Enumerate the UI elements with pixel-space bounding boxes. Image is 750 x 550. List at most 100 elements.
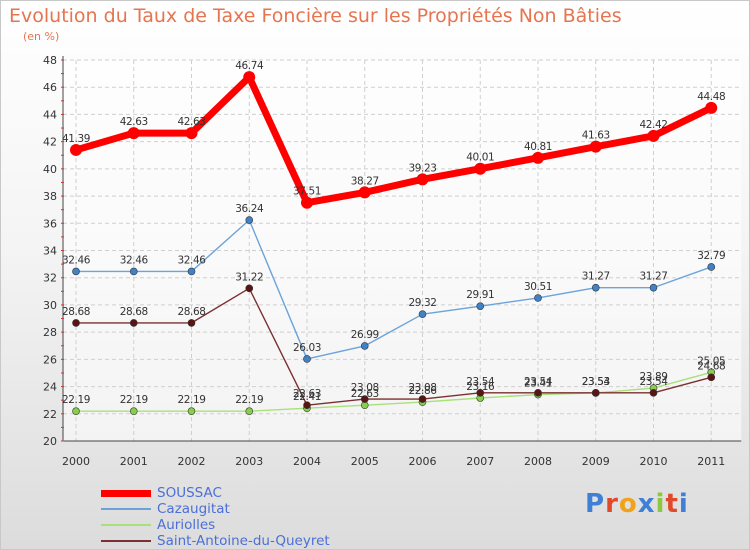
data-label: 23.54 xyxy=(582,376,611,388)
data-label: 28.68 xyxy=(62,306,90,318)
x-tick-label: 2003 xyxy=(235,455,263,468)
data-point xyxy=(534,389,542,397)
data-label: 38.27 xyxy=(351,175,379,187)
data-point xyxy=(127,127,140,140)
data-point xyxy=(705,101,718,114)
data-point xyxy=(534,294,542,302)
data-label: 32.79 xyxy=(697,250,725,262)
y-tick-label: 46 xyxy=(43,81,57,94)
data-label: 31.22 xyxy=(235,271,263,283)
legend-label: Auriolles xyxy=(157,517,216,533)
legend-item: Cazaugitat xyxy=(101,501,330,517)
y-tick-label: 36 xyxy=(43,217,57,230)
data-label: 22.19 xyxy=(235,394,263,406)
logo-letter: i xyxy=(678,489,689,519)
y-tick-label: 32 xyxy=(43,272,57,285)
data-label: 23.89 xyxy=(639,371,667,383)
data-label: 31.27 xyxy=(582,271,610,283)
data-label: 40.81 xyxy=(524,141,552,153)
data-label: 23.08 xyxy=(351,382,379,394)
data-point xyxy=(72,319,80,327)
data-label: 46.74 xyxy=(235,60,264,72)
x-tick-label: 2006 xyxy=(409,455,437,468)
y-tick-label: 38 xyxy=(43,190,57,203)
proxiti-logo: Proxiti xyxy=(585,489,689,519)
data-label: 23.53 xyxy=(582,376,610,388)
data-label: 28.68 xyxy=(177,306,205,318)
data-point xyxy=(245,284,254,293)
legend-swatch xyxy=(101,540,151,542)
y-tick-label: 26 xyxy=(43,353,57,366)
x-tick-label: 2010 xyxy=(640,455,668,468)
data-label: 26.99 xyxy=(351,329,379,341)
data-point xyxy=(129,267,138,276)
y-tick-label: 34 xyxy=(43,245,57,258)
data-label: 42.63 xyxy=(120,116,148,128)
data-point xyxy=(649,389,658,397)
x-tick-label: 2007 xyxy=(466,455,494,468)
data-label: 29.91 xyxy=(466,289,494,301)
legend-swatch xyxy=(101,489,151,497)
logo-letter: P xyxy=(585,489,606,519)
data-label: 41.39 xyxy=(62,133,90,145)
y-tick-label: 44 xyxy=(43,108,57,121)
data-point xyxy=(70,143,82,156)
y-tick-label: 48 xyxy=(43,54,57,67)
data-label: 23.54 xyxy=(639,376,668,388)
data-label: 22.19 xyxy=(177,394,205,406)
data-label: 41.63 xyxy=(582,130,610,142)
x-tick-label: 2011 xyxy=(697,455,725,468)
x-tick-label: 2004 xyxy=(293,455,321,468)
data-point xyxy=(707,373,716,382)
data-point xyxy=(185,127,198,140)
data-label: 26.03 xyxy=(293,342,321,354)
data-point xyxy=(187,267,196,276)
y-tick-label: 30 xyxy=(43,299,57,312)
logo-letter: i xyxy=(655,489,666,519)
y-tick-label: 42 xyxy=(43,136,57,149)
y-tick-label: 28 xyxy=(43,326,57,339)
logo-letter: x xyxy=(637,489,656,519)
x-tick-label: 2002 xyxy=(178,455,206,468)
y-tick-label: 24 xyxy=(43,381,57,394)
data-point xyxy=(72,407,80,416)
data-point xyxy=(591,283,600,292)
logo-letter: o xyxy=(618,489,638,519)
logo-letter: r xyxy=(605,489,619,519)
legend-label: Cazaugitat xyxy=(157,501,230,517)
data-label: 39.23 xyxy=(408,162,436,174)
data-point xyxy=(647,129,660,142)
data-point xyxy=(474,162,487,175)
data-label: 23.54 xyxy=(466,376,495,388)
data-label: 32.46 xyxy=(62,254,91,266)
data-label: 31.27 xyxy=(639,271,667,283)
legend-swatch xyxy=(101,524,151,526)
data-point xyxy=(187,319,196,327)
legend-item: Saint-Antoine-du-Queyret xyxy=(101,533,330,549)
data-point xyxy=(476,302,485,310)
data-label: 23.16 xyxy=(466,381,495,393)
data-point xyxy=(243,71,256,84)
data-point xyxy=(360,342,369,350)
logo-letter: t xyxy=(665,489,679,519)
data-label: 22.86 xyxy=(408,385,437,397)
y-tick-label: 40 xyxy=(43,163,57,176)
x-tick-label: 2005 xyxy=(351,455,379,468)
x-tick-label: 2001 xyxy=(120,455,148,468)
data-label: 23.54 xyxy=(524,376,553,388)
data-point xyxy=(303,401,311,410)
data-point xyxy=(589,140,602,153)
data-point xyxy=(303,355,311,363)
x-tick-label: 2009 xyxy=(582,455,610,468)
data-point xyxy=(301,196,313,209)
data-label: 44.48 xyxy=(697,91,725,103)
data-label: 22.19 xyxy=(120,394,148,406)
data-point xyxy=(649,283,658,292)
data-label: 36.24 xyxy=(235,203,264,215)
series-group xyxy=(70,71,718,416)
series-line xyxy=(72,73,715,207)
data-point xyxy=(418,395,427,403)
x-tick-label: 2008 xyxy=(524,455,552,468)
data-label: 23.08 xyxy=(408,382,436,394)
